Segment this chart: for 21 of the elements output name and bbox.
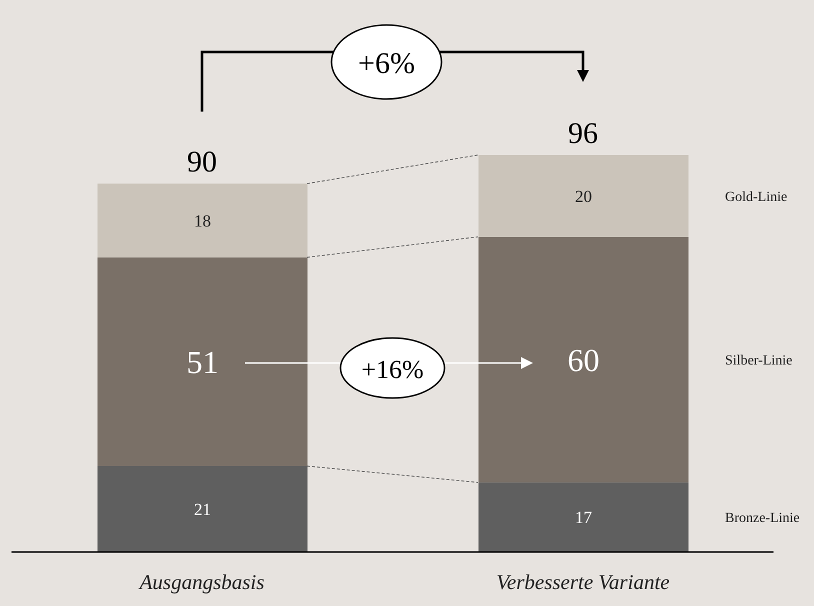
annotation: +16% — [361, 355, 424, 384]
data-label: 60 — [568, 342, 600, 378]
text: Gold-Linie — [725, 190, 788, 205]
data-label: 17 — [575, 508, 592, 528]
text: Silber-Linie — [725, 354, 792, 369]
bar — [478, 236, 688, 482]
bar — [478, 482, 688, 552]
data-label: 51 — [186, 344, 218, 380]
x-tick-label: Verbesserte Variante — [496, 570, 670, 594]
data-label: 18 — [194, 212, 211, 231]
text: Bronze-Linie — [725, 511, 800, 526]
bar — [98, 184, 308, 258]
text: +6% — [358, 47, 415, 80]
bar — [478, 155, 688, 237]
x-tick-label: Ausgangsbasis — [138, 570, 264, 594]
bar — [98, 466, 308, 552]
data-label: 20 — [575, 186, 592, 206]
bar — [98, 257, 308, 466]
total-label: 96 — [568, 117, 598, 150]
data-label: 21 — [194, 500, 211, 520]
total-label: 90 — [187, 146, 217, 179]
